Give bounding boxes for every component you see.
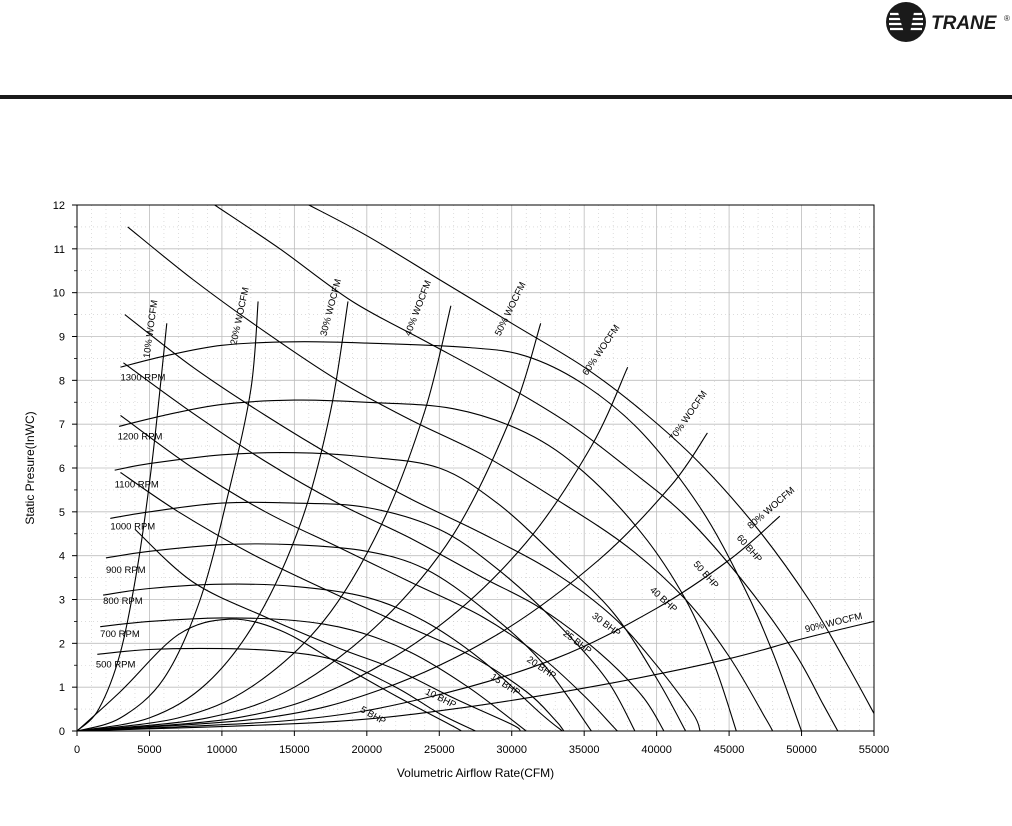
bhp-curve: [120, 471, 565, 731]
x-tick-label: 45000: [714, 744, 745, 756]
rpm-curve-label: 800 RPM: [103, 596, 143, 607]
wocfm-curve: [77, 301, 349, 731]
x-tick-label: 50000: [786, 744, 817, 756]
rpm-curve-label: 500 RPM: [96, 659, 136, 670]
curve-labels: 500 RPM 700 RPM 800 RPM 900 RPM 1000 RPM 1100…: [96, 278, 864, 728]
y-tick-label: 10: [53, 288, 65, 300]
y-tick-label: 2: [59, 638, 65, 650]
grid: [77, 205, 874, 731]
x-tick-label: 30000: [496, 744, 527, 756]
y-tick-label: 4: [59, 551, 65, 563]
rpm-curve: [120, 341, 803, 731]
y-tick-label: 5: [59, 507, 65, 519]
x-tick-label: 20000: [352, 744, 383, 756]
rpm-curve: [105, 543, 592, 731]
wocfm-curve: [77, 305, 452, 731]
page-header: TRANE ®: [0, 0, 1012, 100]
bhp-curve: [127, 226, 774, 731]
rpm-curve: [100, 617, 527, 731]
y-tick-label: 6: [59, 463, 65, 475]
wocfm-curve: [77, 323, 168, 731]
bhp-curve-label: 50 BHP: [691, 559, 721, 591]
wocfm-curve-label: 60% WOCFM: [580, 323, 622, 378]
bhp-curve: [120, 414, 618, 731]
bhp-curve: [123, 362, 665, 731]
wocfm-curve: [77, 301, 259, 731]
y-tick-label: 0: [59, 726, 65, 738]
wocfm-curve-label: 90% WOCFM: [804, 611, 864, 635]
bhp-curve-label: 25 BHP: [561, 628, 594, 657]
wocfm-curve-label: 70% WOCFM: [667, 389, 709, 444]
wocfm-curve: [77, 432, 708, 731]
rpm-curve-label: 900 RPM: [106, 565, 146, 576]
wocfm-curve-label: 40% WOCFM: [403, 279, 434, 338]
curves: [77, 205, 874, 731]
wocfm-curve-label: 50% WOCFM: [493, 280, 529, 338]
y-tick-label: 8: [59, 375, 65, 387]
y-tick-label: 3: [59, 595, 65, 607]
x-tick-label: 35000: [569, 744, 600, 756]
rpm-curve-label: 1000 RPM: [110, 521, 155, 532]
y-tick-label: 1: [59, 682, 65, 694]
rpm-curve-label: 700 RPM: [100, 629, 140, 640]
x-tick-label: 55000: [859, 744, 890, 756]
bhp-curve-label: 60 BHP: [734, 533, 764, 565]
wocfm-curve-label: 30% WOCFM: [318, 278, 344, 338]
wocfm-curve-label: 80% WOCFM: [746, 485, 798, 532]
rpm-curve: [118, 399, 737, 731]
rpm-curve: [110, 501, 636, 731]
rpm-curve-label: 1200 RPM: [118, 432, 163, 443]
brand-name: TRANE: [931, 13, 998, 34]
rpm-curve: [114, 452, 687, 731]
trane-logo: TRANE ®: [886, 2, 1010, 42]
x-tick-label: 10000: [207, 744, 238, 756]
wocfm-curve: [77, 366, 629, 731]
x-tick-label: 0: [74, 744, 80, 756]
y-tick-label: 11: [54, 244, 65, 256]
rpm-curve: [103, 583, 563, 731]
bhp-curve: [308, 205, 874, 714]
axis-ticks: 0 5000 10000 15000 20000 25000 30000 35000 40000…: [53, 200, 890, 756]
bhp-curve: [77, 618, 462, 731]
x-tick-label: 15000: [279, 744, 310, 756]
wocfm-curve: [77, 323, 542, 731]
bhp-curve: [134, 528, 521, 731]
rpm-curve-label: 1100 RPM: [115, 480, 159, 491]
bhp-curve: [124, 314, 701, 731]
x-tick-label: 25000: [424, 744, 455, 756]
bhp-curve-label: 30 BHP: [590, 611, 623, 640]
bhp-curve: [214, 205, 839, 731]
wocfm-curve: [77, 620, 874, 731]
y-tick-label: 9: [59, 332, 65, 344]
x-axis-label: Volumetric Airflow Rate(CFM): [397, 766, 554, 780]
wocfm-curve-label: 10% WOCFM: [142, 299, 161, 359]
y-tick-label: 12: [53, 200, 65, 212]
wocfm-curve-label: 20% WOCFM: [229, 286, 252, 346]
wocfm-curve: [77, 515, 781, 731]
rpm-curve: [97, 647, 476, 731]
x-tick-label: 40000: [641, 744, 672, 756]
x-tick-label: 5000: [137, 744, 161, 756]
brand-mark: ®: [1004, 14, 1010, 23]
y-tick-label: 7: [59, 419, 65, 431]
rpm-curve-label: 1300 RPM: [120, 372, 165, 383]
header-rule: [0, 95, 1012, 99]
y-axis-label: Static Presure(InWC): [23, 411, 37, 524]
